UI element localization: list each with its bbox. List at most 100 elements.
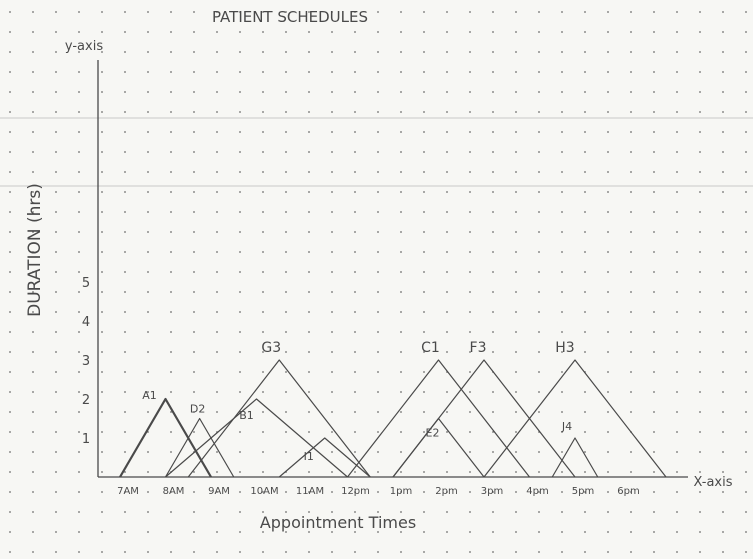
grid-dot [607,51,609,53]
grid-dot [101,31,103,33]
grid-dot [101,71,103,73]
grid-dot [216,231,218,233]
grid-dot [101,291,103,293]
grid-dot [469,191,471,193]
grid-dot [722,191,724,193]
grid-dot [78,111,80,113]
grid-dot [32,551,34,553]
grid-dot [469,431,471,433]
triangle-f3 [392,359,576,478]
grid-dot [400,151,402,153]
grid-dot [400,171,402,173]
grid-dot [584,11,586,13]
grid-dot [492,311,494,313]
grid-dot [653,471,655,473]
grid-dot [377,271,379,273]
grid-dot [607,191,609,193]
grid-dot [584,311,586,313]
grid-dot [9,211,11,213]
grid-dot [469,371,471,373]
grid-dot [193,531,195,533]
grid-dot [308,51,310,53]
grid-dot [124,491,126,493]
grid-dot [124,351,126,353]
grid-dot [9,291,11,293]
grid-dot [538,331,540,333]
grid-dot [262,531,264,533]
grid-dot [653,551,655,553]
grid-dot [147,111,149,113]
grid-dot [515,71,517,73]
grid-dot [285,391,287,393]
grid-dot [699,91,701,93]
grid-dot [538,231,540,233]
grid-dot [676,51,678,53]
grid-dot [354,351,356,353]
grid-dot [722,151,724,153]
grid-dot [561,231,563,233]
grid-dot [607,531,609,533]
grid-dot [492,191,494,193]
grid-dot [676,191,678,193]
grid-dot [354,331,356,333]
grid-dot [653,131,655,133]
grid-dot [32,311,34,313]
grid-dot [400,471,402,473]
grid-dot [331,171,333,173]
grid-dot [354,151,356,153]
grid-dot [170,251,172,253]
grid-dot [308,111,310,113]
grid-dot [538,351,540,353]
grid-dot [239,231,241,233]
grid-dot [676,11,678,13]
grid-dot [9,31,11,33]
grid-dot [147,211,149,213]
grid-dot [492,151,494,153]
grid-dot [607,491,609,493]
grid-dot [285,291,287,293]
grid-dot [262,291,264,293]
grid-dot [78,531,80,533]
grid-dot [538,451,540,453]
grid-dot [78,31,80,33]
grid-dot [285,51,287,53]
grid-dot [607,11,609,13]
grid-dot [354,491,356,493]
grid-dot [308,91,310,93]
grid-dot [630,151,632,153]
grid-dot [377,131,379,133]
grid-dot [400,71,402,73]
grid-dot [584,191,586,193]
grid-dot [9,271,11,273]
grid-dot [469,71,471,73]
grid-dot [584,291,586,293]
grid-dot [699,31,701,33]
grid-dot [745,271,747,273]
grid-dot [262,431,264,433]
grid-dot [285,11,287,13]
grid-dot [78,211,80,213]
grid-dot [400,431,402,433]
grid-dot [400,451,402,453]
grid-dot [354,271,356,273]
grid-dot [400,191,402,193]
grid-dot [32,471,34,473]
grid-dot [124,291,126,293]
grid-dot [607,371,609,373]
grid-dot [699,211,701,213]
grid-dot [262,231,264,233]
grid-dot [446,111,448,113]
grid-dot [239,551,241,553]
grid-dot [745,291,747,293]
grid-dot [239,291,241,293]
grid-dot [101,431,103,433]
grid-dot [630,131,632,133]
grid-dot [446,11,448,13]
grid-dot [124,431,126,433]
grid-dot [492,511,494,513]
grid-dot [653,111,655,113]
grid-dot [745,251,747,253]
grid-dot [239,11,241,13]
grid-dot [423,311,425,313]
